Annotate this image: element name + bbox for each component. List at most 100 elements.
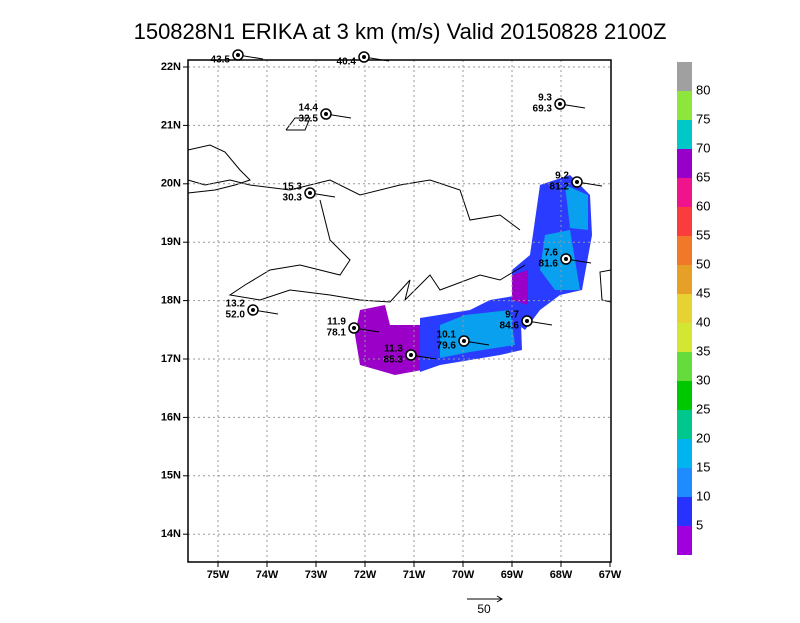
station-label: 40.4 [337,57,357,68]
station-dot [352,326,356,330]
station-dot [575,180,579,184]
lon-label: 70W [452,569,475,581]
station-dot [409,353,413,357]
station-label: 10.1 [437,330,457,341]
coastline [285,117,311,131]
colorbar-box [677,497,692,526]
colorbar-box [677,439,692,468]
coastline [599,269,612,303]
station-dot [525,319,529,323]
lat-label: 20N [161,178,181,190]
coastline [187,179,521,231]
station-dot [564,257,568,261]
colorbar-label: 5 [696,517,703,532]
station-dot [558,102,562,106]
colorbar-box [677,410,692,439]
station-label: 30.3 [283,193,303,204]
lon-label: 69W [501,569,524,581]
lat-label: 17N [161,353,181,365]
lat-label: 16N [161,411,181,423]
colorbar-label: 55 [696,227,710,242]
lat-label: 22N [161,61,181,73]
station-label: 11.3 [384,344,403,355]
coastlines [187,117,612,303]
station-label: 9.7 [505,310,519,321]
station-label: 7.6 [544,248,558,259]
station-dot [324,112,328,116]
station-dot [308,191,312,195]
colorbar-box [677,381,692,410]
lon-label: 72W [354,569,377,581]
colorbar-label: 70 [696,140,710,155]
colorbar-box [677,352,692,381]
lat-label: 21N [161,119,181,131]
station-label: 9.2 [555,171,569,182]
title: 150828N1 ERIKA at 3 km (m/s) Valid 20150… [134,19,667,44]
lon-label: 68W [550,569,573,581]
station-dot [362,55,366,59]
lon-label: 73W [305,569,328,581]
lon-label: 67W [599,569,622,581]
colorbar-box [677,207,692,236]
coastline [228,199,526,303]
colorbar-label: 35 [696,343,710,358]
colorbar-box [677,265,692,294]
scale-arrow-head [496,595,503,603]
station-label: 43.5 [211,55,231,66]
colorbar-label: 10 [696,488,710,503]
station-label: 14.4 [299,103,319,114]
station-label: 13.2 [226,299,246,310]
lat-label: 18N [161,295,181,307]
colorbar-label: 75 [696,111,710,126]
colorbar-box [677,468,692,497]
colorbar-label: 40 [696,314,710,329]
colorbar-label: 80 [696,82,710,97]
station-dot [462,339,466,343]
colorbar-label: 20 [696,430,710,445]
station-label: 81.2 [550,182,570,193]
station-dot [236,53,240,57]
colorbar-label: 65 [696,169,710,184]
lat-label: 14N [161,528,181,540]
lat-label: 19N [161,236,181,248]
station-label: 85.3 [384,355,404,366]
colorbar-box [677,526,692,555]
colorbar-box [677,149,692,178]
colorbar: 80 75 70 65 60 55 50 45 40 35 30 25 20 15 10 5 [677,62,710,555]
shade [355,305,422,375]
station-label: 52.0 [226,310,246,321]
colorbar-box [677,62,692,91]
lon-label: 75W [207,569,230,581]
shade [540,230,580,290]
colorbar-box [677,120,692,149]
colorbar-label: 45 [696,285,710,300]
colorbar-label: 30 [696,372,710,387]
station-dot [251,308,255,312]
station-label: 79.6 [437,341,457,352]
wind-field [355,175,592,375]
colorbar-box [677,294,692,323]
colorbar-box [677,236,692,265]
station-label: 32.5 [299,114,319,125]
colorbar-box [677,91,692,120]
plot-frame [187,59,612,563]
colorbar-label: 60 [696,198,710,213]
colorbar-box [677,323,692,352]
scale-label: 50 [477,602,491,616]
colorbar-box [677,178,692,207]
station-label: 84.6 [500,321,520,332]
station-label: 11.9 [327,317,346,328]
grid [183,60,611,567]
station-label: 9.3 [538,93,552,104]
lon-label: 71W [403,569,426,581]
shade [565,185,588,230]
station-label: 69.3 [533,104,553,115]
colorbar-label: 25 [696,401,710,416]
lat-label: 15N [161,470,181,482]
shade [440,310,515,358]
station-label: 81.6 [539,259,559,270]
station-label: 15.3 [283,182,303,193]
lon-label: 74W [256,569,279,581]
colorbar-label: 15 [696,459,710,474]
shade [512,270,528,305]
